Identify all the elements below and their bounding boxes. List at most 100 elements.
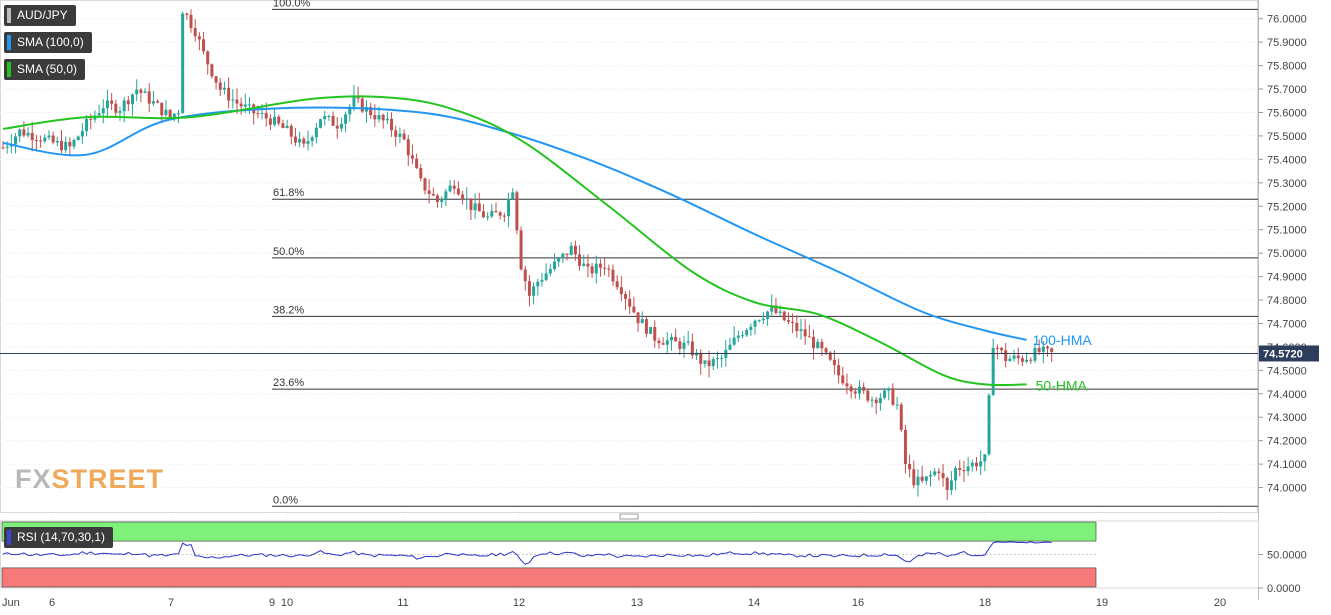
price-tick-label: 74.9000 <box>1267 272 1307 284</box>
price-tick-label: 75.7000 <box>1267 84 1307 96</box>
candle-body <box>235 99 239 104</box>
candle-body <box>172 113 176 118</box>
candle-body <box>573 245 577 255</box>
price-tick-label: 75.3000 <box>1267 178 1307 190</box>
candle-body <box>644 319 648 334</box>
candle-body <box>498 212 502 216</box>
candle-body <box>970 462 974 467</box>
axis-layer: 76.0000 75.9000 75.8000 75.7000 75.6000 75.50… <box>2 14 1307 609</box>
candle-body <box>749 326 753 330</box>
candle-body <box>268 118 272 125</box>
candle-body <box>89 118 93 120</box>
candle-body <box>394 130 398 137</box>
candle-body <box>30 132 34 141</box>
candle-body <box>473 203 477 211</box>
candle-body <box>761 318 765 321</box>
candle-body <box>47 135 51 138</box>
candle-body <box>360 98 364 112</box>
candle-body <box>306 141 310 144</box>
candle-body <box>465 198 469 200</box>
candle-body <box>883 390 887 398</box>
candle-body <box>920 476 924 481</box>
candle-body <box>64 141 68 151</box>
candle-body <box>899 404 903 430</box>
time-tick-label: 10 <box>281 597 293 609</box>
time-tick-label: 12 <box>513 597 525 609</box>
candle-body <box>419 167 423 179</box>
price-tick-label: 75.0000 <box>1267 248 1307 260</box>
candle-body <box>770 305 774 312</box>
candle-body <box>511 192 515 199</box>
candle-body <box>949 480 953 491</box>
candle-body <box>18 129 22 137</box>
symbol-swatch <box>7 8 11 23</box>
candle-body <box>837 365 841 376</box>
candle-body <box>757 320 761 322</box>
candle-body <box>1037 347 1041 352</box>
candle-body <box>68 141 72 147</box>
candle-body <box>114 103 118 113</box>
candle-body <box>131 94 135 105</box>
candle-body <box>377 114 381 120</box>
candle-body <box>519 230 523 270</box>
sma-100-swatch <box>7 35 11 50</box>
candle-body <box>448 185 452 192</box>
candle-body <box>197 36 201 40</box>
candle-body <box>210 64 214 77</box>
candle-body <box>256 113 260 115</box>
candle-body <box>857 386 861 394</box>
candle-body <box>615 281 619 288</box>
candle-body <box>273 116 277 125</box>
candle-body <box>778 311 782 313</box>
symbol-label[interactable]: AUD/JPY <box>4 5 76 26</box>
candle-body <box>461 194 465 200</box>
fibonacci-label: 0.0% <box>273 494 298 506</box>
candle-body <box>527 281 531 296</box>
candle-body <box>569 245 573 256</box>
candle-body <box>937 471 941 474</box>
price-tick-label: 75.9000 <box>1267 37 1307 49</box>
candle-body <box>862 386 866 391</box>
candle-body <box>703 360 707 364</box>
candle-body <box>406 139 410 156</box>
candle-body <box>962 470 966 472</box>
candle-body <box>164 109 168 116</box>
candle-body <box>327 116 331 118</box>
sma-100-text: SMA (100,0) <box>17 35 84 49</box>
candle-body <box>895 404 899 406</box>
candle-body <box>995 347 999 349</box>
rsi-label[interactable]: RSI (14,70,30,1) <box>4 527 114 548</box>
rsi-tick-label: 50.0000 <box>1267 550 1307 562</box>
candle-body <box>552 261 556 270</box>
hma-100-line <box>2 106 1027 341</box>
candle-body <box>260 113 264 115</box>
candle-body <box>151 101 155 104</box>
candle-body <box>745 329 749 336</box>
candle-body <box>753 320 757 327</box>
candle-body <box>1000 348 1004 351</box>
fibonacci-label: 100.0% <box>273 0 311 9</box>
candle-body <box>369 106 373 116</box>
candle-body <box>143 91 147 93</box>
candle-body <box>532 286 536 296</box>
candle-body <box>515 192 519 231</box>
candle-body <box>490 210 494 217</box>
candle-body <box>277 116 281 124</box>
candle-body <box>431 193 435 196</box>
candle-body <box>640 319 644 324</box>
sma-100-label[interactable]: SMA (100,0) <box>4 32 92 53</box>
current-price-badge <box>1259 345 1319 362</box>
candle-body <box>782 311 786 321</box>
candle-body <box>440 199 444 203</box>
candle-body <box>1012 355 1016 359</box>
sma-50-label[interactable]: SMA (50,0) <box>4 59 86 80</box>
rsi-layer: 50.0000 0.0000 <box>0 513 1307 595</box>
candle-body <box>887 388 891 391</box>
candle-body <box>118 111 122 113</box>
price-tick-label: 74.0000 <box>1267 483 1307 495</box>
candle-body <box>786 320 790 322</box>
candle-body <box>657 340 661 344</box>
candle-body <box>624 294 628 299</box>
candle-body <box>335 125 339 129</box>
candle-body <box>243 104 247 107</box>
